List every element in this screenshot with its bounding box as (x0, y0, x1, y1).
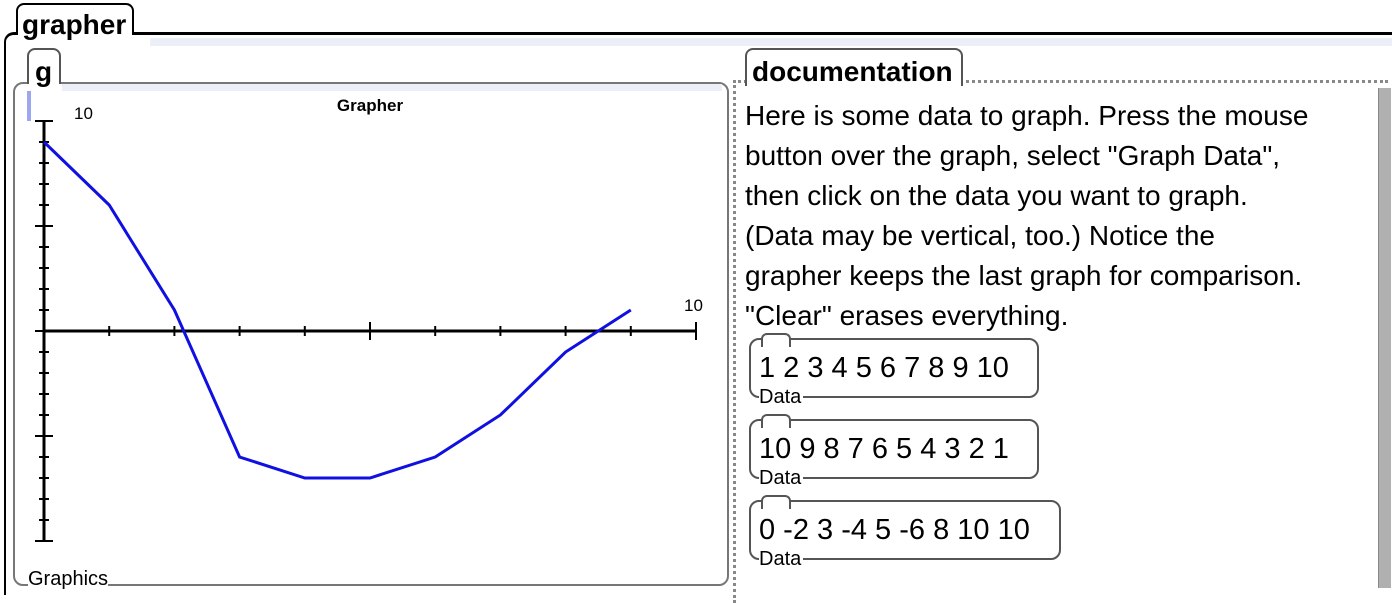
chart-title: Grapher (337, 96, 404, 115)
y-axis-tick-label-max: 10 (74, 104, 93, 123)
graph-panel-tab[interactable]: g (27, 48, 62, 87)
grapher-chart[interactable]: Grapher 10 10 (24, 88, 714, 566)
data-item-label: Data (759, 467, 804, 490)
doc-panel-scrollbar[interactable] (1378, 88, 1391, 588)
data-item-label: Data (759, 548, 804, 571)
doc-line: "Clear" erases everything. (745, 300, 1069, 331)
doc-text-block: Here is some data to graph. Press the mo… (745, 96, 1385, 336)
chart-axes (35, 120, 697, 542)
doc-line: grapher keeps the last graph for compari… (745, 260, 1303, 291)
doc-line: then click on the data you want to graph… (745, 180, 1248, 211)
doc-panel-frame (733, 80, 1388, 603)
data-item-1[interactable]: 1 2 3 4 5 6 7 8 9 10 Data (749, 333, 1039, 409)
data-item-handle[interactable] (761, 414, 791, 428)
graph-panel-footer-label: Graphics (28, 568, 109, 590)
data-item-3[interactable]: 0 -2 3 -4 5 -6 8 10 10 Data (749, 495, 1061, 571)
x-axis-tick-label-max: 10 (684, 296, 703, 315)
doc-panel-tab-label: documentation (752, 56, 953, 87)
data-item-label: Data (759, 386, 804, 409)
chart-selection-marker (27, 91, 31, 121)
window-title: grapher (22, 9, 127, 40)
data-item-2[interactable]: 10 9 8 7 6 5 4 3 2 1 Data (749, 414, 1039, 490)
graph-panel-tab-label: g (35, 56, 53, 87)
series-line (42, 140, 632, 480)
window-frame-inner-band (150, 38, 1392, 46)
doc-panel-tab[interactable]: documentation (745, 48, 963, 86)
graph-panel-band (62, 84, 722, 91)
data-item-values: 1 2 3 4 5 6 7 8 9 10 (759, 352, 1009, 384)
data-item-values: 10 9 8 7 6 5 4 3 2 1 (759, 433, 1009, 465)
data-item-handle[interactable] (761, 495, 791, 509)
window-frame (4, 32, 1392, 595)
doc-line: button over the graph, select "Graph Dat… (745, 140, 1281, 171)
doc-line: Here is some data to graph. Press the mo… (745, 100, 1309, 131)
doc-line: (Data may be vertical, too.) Notice the (745, 220, 1215, 251)
window-title-tab[interactable]: grapher (16, 3, 135, 39)
data-item-values: 0 -2 3 -4 5 -6 8 10 10 (759, 514, 1030, 546)
data-item-handle[interactable] (761, 333, 791, 347)
